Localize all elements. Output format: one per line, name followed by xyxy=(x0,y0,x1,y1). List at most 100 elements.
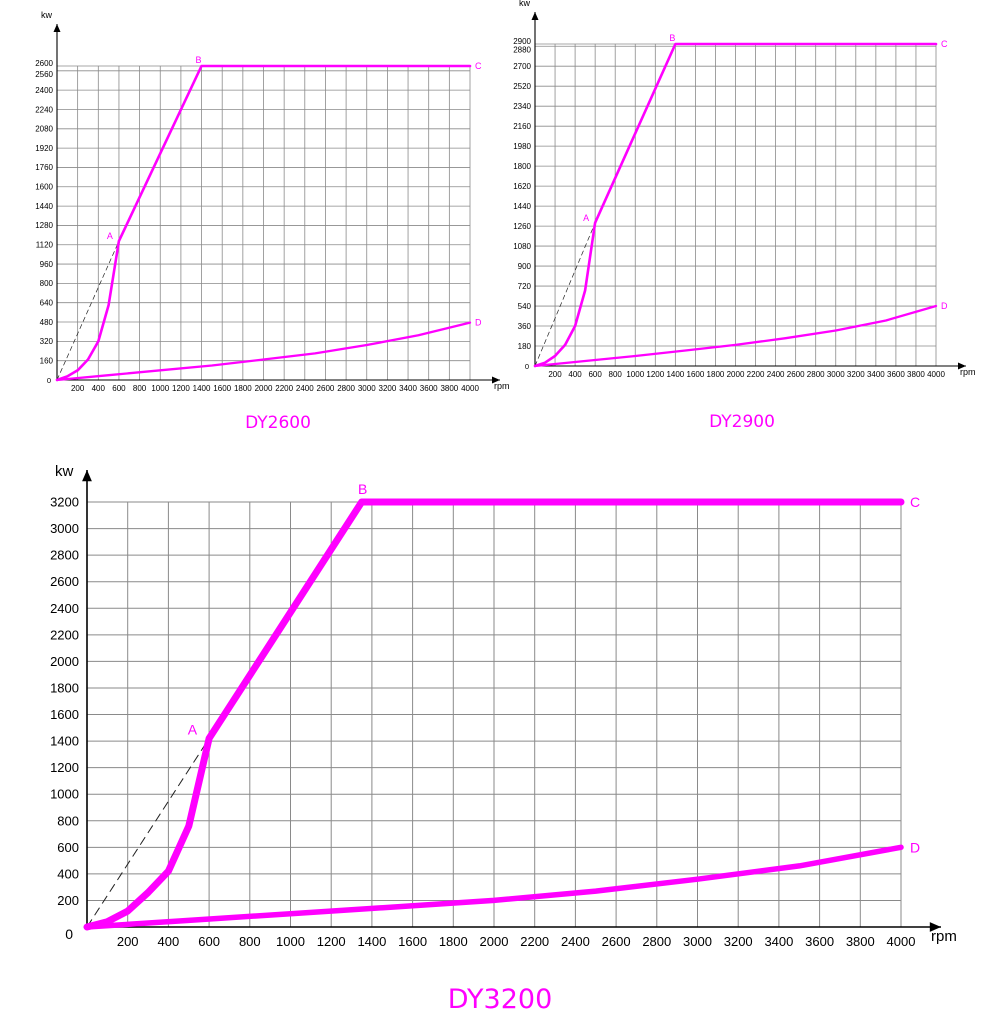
y-tick-label: 800 xyxy=(57,813,79,828)
x-tick-label: 1000 xyxy=(151,384,169,393)
x-tick-label: 3800 xyxy=(846,934,875,949)
point-label-c: C xyxy=(910,494,920,510)
point-label-a: A xyxy=(583,213,589,223)
y-tick-label: 320 xyxy=(40,337,54,346)
max-power-curve xyxy=(533,42,938,368)
x-tick-label: 600 xyxy=(588,370,602,379)
x-tick-label: 1600 xyxy=(398,934,427,949)
y-tick-label: 1980 xyxy=(513,142,531,151)
point-label-c: C xyxy=(475,61,482,71)
reference-dashed-line xyxy=(86,738,210,928)
x-tick-label: 3000 xyxy=(683,934,712,949)
y-tick-label: 400 xyxy=(57,866,79,881)
x-tick-label: 800 xyxy=(239,934,261,949)
y-tick-label: 2600 xyxy=(35,59,53,68)
x-tick-label: 2600 xyxy=(787,370,805,379)
x-tick-label: 2000 xyxy=(480,934,509,949)
x-tick-label: 3200 xyxy=(379,384,397,393)
x-tick-label: 3800 xyxy=(907,370,925,379)
y-tick-label: 2560 xyxy=(35,70,53,79)
origin-label: 0 xyxy=(525,362,529,371)
x-tick-label: 2400 xyxy=(561,934,590,949)
x-tick-label: 4000 xyxy=(887,934,916,949)
propeller-power-curve xyxy=(55,321,472,382)
y-tick-label: 600 xyxy=(57,840,79,855)
x-tick-label: 3200 xyxy=(724,934,753,949)
x-tick-label: 3000 xyxy=(827,370,845,379)
x-tick-label: 3200 xyxy=(847,370,865,379)
x-tick-label: 1600 xyxy=(687,370,705,379)
y-tick-label: 160 xyxy=(40,356,54,365)
y-axis-arrow xyxy=(531,12,539,20)
y-tick-label: 2700 xyxy=(513,62,531,71)
x-tick-label: 2600 xyxy=(317,384,335,393)
x-tick-label: 2000 xyxy=(255,384,273,393)
y-tick-label: 2900 xyxy=(513,37,531,46)
y-tick-label: 640 xyxy=(40,299,54,308)
y-tick-label: 960 xyxy=(40,260,54,269)
x-tick-label: 1000 xyxy=(626,370,644,379)
x-tick-label: 3600 xyxy=(887,370,905,379)
y-tick-label: 800 xyxy=(40,279,54,288)
y-tick-label: 2400 xyxy=(50,601,79,616)
point-label-b: B xyxy=(196,55,202,65)
y-tick-label: 1620 xyxy=(513,182,531,191)
y-tick-label: 1260 xyxy=(513,222,531,231)
max-power-curve xyxy=(55,64,472,382)
y-axis-arrow xyxy=(53,24,61,32)
x-tick-label: 2800 xyxy=(642,934,671,949)
x-tick-label: 2200 xyxy=(520,934,549,949)
x-tick-label: 1200 xyxy=(317,934,346,949)
y-tick-label: 3000 xyxy=(50,521,79,536)
chart-dy3200: rpm kw 0 200 400 600 800 1000 1200 1400 1600 1800 20… xyxy=(50,463,957,1015)
x-tick-label: 1400 xyxy=(357,934,386,949)
chart-title: DY2900 xyxy=(709,412,775,432)
x-tick-label: 2800 xyxy=(807,370,825,379)
point-label-b: B xyxy=(669,33,675,43)
y-tick-label: 2600 xyxy=(50,574,79,589)
reference-dashed-line xyxy=(534,222,596,367)
y-tick-label: 480 xyxy=(40,318,54,327)
y-tick-label: 2240 xyxy=(35,105,53,114)
x-tick-label: 2200 xyxy=(275,384,293,393)
y-tick-label: 1400 xyxy=(50,734,79,749)
x-tick-label: 1800 xyxy=(234,384,252,393)
origin-label: 0 xyxy=(47,376,51,385)
y-axis-arrow xyxy=(82,470,92,482)
x-tick-label: 400 xyxy=(92,384,106,393)
x-axis-label: rpm xyxy=(960,367,976,377)
x-tick-label: 800 xyxy=(133,384,147,393)
x-tick-label: 3600 xyxy=(805,934,834,949)
point-label-b: B xyxy=(358,481,367,497)
x-tick-label: 600 xyxy=(112,384,126,393)
x-tick-label: 2600 xyxy=(602,934,631,949)
x-tick-label: 3400 xyxy=(764,934,793,949)
y-tick-label: 1760 xyxy=(35,163,53,172)
y-tick-label: 2000 xyxy=(50,654,79,669)
x-tick-label: 600 xyxy=(198,934,220,949)
x-axis-arrow xyxy=(492,376,500,384)
y-tick-label: 1120 xyxy=(36,241,54,250)
y-tick-label: 2880 xyxy=(513,46,531,55)
y-tick-label: 1200 xyxy=(50,760,79,775)
x-tick-label: 1400 xyxy=(193,384,211,393)
y-tick-label: 360 xyxy=(518,322,532,331)
point-label-a: A xyxy=(107,231,113,241)
y-tick-label: 200 xyxy=(57,893,79,908)
x-tick-label: 4000 xyxy=(927,370,945,379)
y-tick-label: 2200 xyxy=(50,627,79,642)
y-tick-label: 2340 xyxy=(513,102,531,111)
x-tick-label: 2800 xyxy=(337,384,355,393)
origin-label: 0 xyxy=(65,926,73,942)
y-tick-label: 2080 xyxy=(35,125,53,134)
x-tick-label: 2200 xyxy=(747,370,765,379)
y-tick-label: 1800 xyxy=(50,680,79,695)
propeller-power-curve xyxy=(533,304,938,368)
y-tick-label: 1280 xyxy=(35,221,53,230)
x-tick-label: 1200 xyxy=(172,384,190,393)
x-axis-arrow xyxy=(929,922,941,932)
x-tick-label: 1600 xyxy=(213,384,231,393)
y-tick-label: 2400 xyxy=(35,86,53,95)
